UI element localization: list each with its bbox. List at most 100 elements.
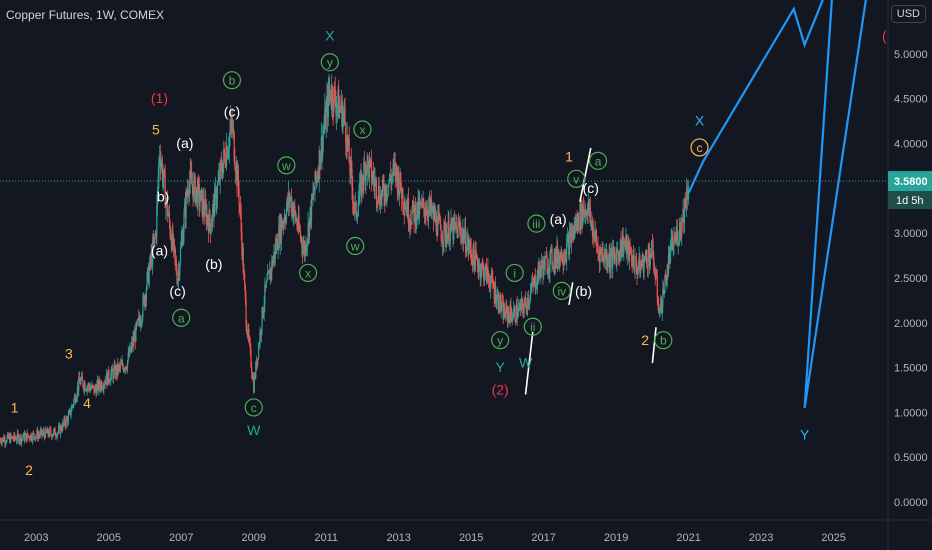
- candle-body: [342, 114, 344, 130]
- wave-label: (c): [583, 180, 599, 196]
- candle-body: [237, 169, 239, 190]
- candle-body: [52, 434, 54, 436]
- candle-body: [515, 304, 518, 323]
- candle-body: [563, 258, 565, 265]
- candle-body: [267, 272, 269, 280]
- candle-body: [239, 207, 242, 212]
- y-tick-label: 2.0000: [894, 318, 928, 330]
- wave-label-circle: [588, 151, 608, 170]
- candle-body: [510, 305, 512, 314]
- candle-body: [325, 106, 327, 129]
- candle-body: [400, 189, 403, 199]
- candle-body: [522, 309, 525, 314]
- candle-body: [413, 207, 415, 222]
- y-tick-label: 0.5000: [894, 452, 928, 464]
- candle-body: [673, 237, 675, 247]
- price-tag-value: 3.5800: [894, 176, 928, 188]
- candle-body: [141, 316, 143, 323]
- candle-body: [578, 227, 580, 229]
- candle-body: [509, 305, 511, 323]
- candle-body: [672, 236, 674, 251]
- candle-body: [453, 218, 456, 225]
- wave-label: (b): [575, 283, 592, 299]
- candle-body: [198, 181, 200, 185]
- candle-body: [515, 320, 517, 323]
- candle-body: [649, 252, 651, 266]
- candle-body: [280, 218, 282, 241]
- candle-body: [523, 305, 525, 314]
- candle-body: [409, 221, 411, 227]
- candle-body: [349, 159, 352, 175]
- candle-body: [441, 240, 443, 242]
- candle-body: [419, 202, 421, 215]
- candle-body: [552, 265, 554, 268]
- candle-body: [183, 213, 185, 233]
- candle-body: [435, 214, 437, 222]
- candle-body: [225, 147, 228, 167]
- candle-body: [256, 358, 258, 368]
- candle-body: [65, 417, 67, 426]
- candle-body: [580, 200, 582, 227]
- candle-body: [426, 210, 428, 215]
- wave-label: W: [247, 422, 261, 438]
- candle-body: [147, 267, 150, 284]
- candle-body: [165, 197, 168, 201]
- candle-body: [196, 186, 198, 207]
- candle-body: [37, 430, 39, 439]
- candle-body: [136, 323, 138, 325]
- candle-body: [306, 245, 308, 252]
- candle-body: [0, 441, 2, 444]
- candle-body: [42, 431, 44, 434]
- candle-body: [221, 163, 223, 173]
- candle-body: [646, 266, 649, 268]
- candle-body: [320, 136, 322, 159]
- candle-body: [497, 293, 499, 309]
- candle-body: [247, 328, 249, 337]
- candle-body: [260, 330, 262, 336]
- candle-body: [686, 190, 688, 200]
- candle-body: [168, 211, 170, 223]
- wave-label: 5: [152, 121, 160, 137]
- candle-body: [303, 244, 306, 256]
- candle-body: [85, 389, 88, 391]
- candle-body: [254, 375, 256, 378]
- candle-body: [251, 373, 253, 380]
- candle-body: [568, 231, 571, 256]
- candle-body: [270, 268, 272, 273]
- candle-body: [228, 149, 230, 153]
- candle-body: [529, 300, 531, 302]
- candle-body: [428, 198, 430, 207]
- candle-body: [5, 441, 7, 443]
- candle-body: [455, 226, 458, 228]
- wave-label: 2: [25, 462, 33, 478]
- candle-body: [584, 209, 587, 215]
- currency-selector[interactable]: USD: [890, 5, 926, 23]
- candle-body: [272, 258, 274, 266]
- candle-body: [654, 273, 656, 278]
- candle-body: [665, 275, 667, 286]
- wave-label-circle: [298, 263, 318, 283]
- candle-body: [442, 240, 444, 245]
- candle-body: [318, 150, 320, 180]
- candle-body: [446, 233, 448, 244]
- candle-body: [631, 261, 633, 266]
- candle-body: [271, 259, 273, 273]
- candle-body: [547, 272, 549, 274]
- candle-body: [651, 240, 654, 242]
- candle-body: [502, 301, 504, 320]
- x-tick-label: 2013: [386, 532, 410, 544]
- candle-body: [191, 184, 193, 187]
- candle-body: [644, 257, 646, 261]
- candle-body: [609, 252, 611, 269]
- candle-body: [239, 204, 241, 208]
- candle-body: [560, 249, 562, 260]
- candle-body: [581, 200, 583, 226]
- candle-body: [350, 159, 352, 169]
- candle-body: [554, 249, 557, 268]
- candle-body: [474, 249, 476, 271]
- candle-body: [354, 203, 356, 209]
- candle-body: [176, 273, 178, 284]
- candle-body: [504, 315, 506, 318]
- candle-body: [393, 164, 395, 166]
